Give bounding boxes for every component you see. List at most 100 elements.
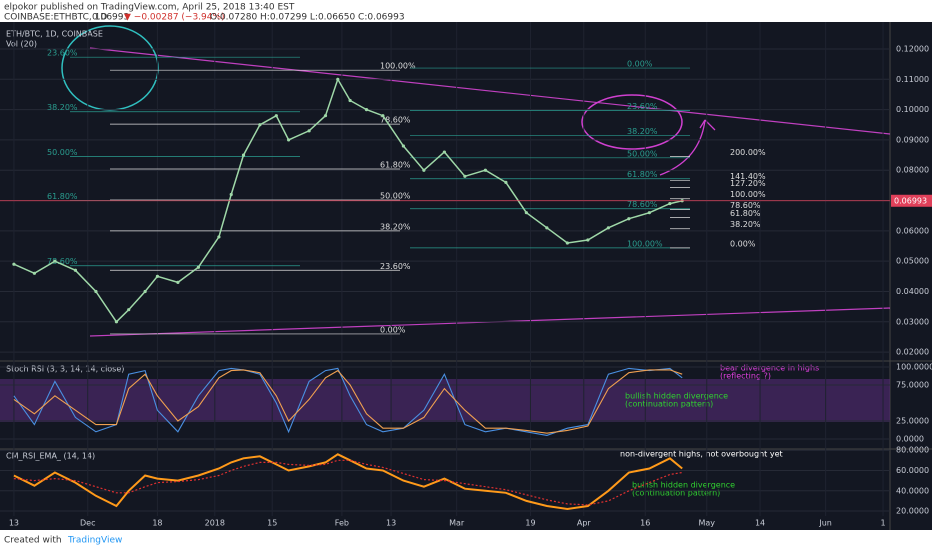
series-line [13,369,683,434]
x-tick-label: Jun [818,519,832,528]
fib-label: 61.80% [627,170,658,179]
series-line [13,453,683,511]
x-tick-label: 1 [880,519,885,528]
y-tick-label: 0.10000 [896,105,929,114]
price-point [586,238,590,242]
price-point [114,320,119,324]
fib-label: 50.00% [47,148,78,157]
fib-label: 78.60% [730,201,761,210]
price-point [143,289,147,294]
x-tick-label: 18 [152,519,162,528]
fib-label: 127.20% [730,179,766,188]
fib-label: 141.40% [730,172,766,181]
price: 0.06993 [92,13,129,23]
y-tick-label: 25.0000 [896,416,929,425]
price-point [229,192,233,197]
y-tick-label: 80.0000 [896,446,929,455]
y-tick-label: 75.0000 [896,380,929,389]
y-tick-label: 0.12000 [896,44,929,53]
fib-label: 78.60% [380,116,411,125]
series-line [13,459,683,506]
y-tick-label: 0.0000 [896,434,924,443]
fib-label: 0.00% [380,325,406,334]
price-point [73,268,78,272]
price-point [606,226,610,230]
y-tick-label: 0.02000 [896,348,929,357]
price-point [307,129,311,133]
circle-drawing [581,94,683,150]
y-tick-label: 0.08000 [896,166,929,175]
last-price-label: 0.06993 [894,196,927,205]
fib-label: 78.60% [47,257,78,266]
series-line [13,77,683,323]
x-tick-label: Mar [449,519,465,528]
fib-label: 0.00% [730,239,756,248]
fib-label: 78.60% [627,200,658,209]
price-point [545,226,549,230]
fib-label: 38.20% [47,103,78,112]
price-point [422,168,426,172]
price-point [196,265,201,269]
x-tick-label: 16 [640,519,650,528]
annotation: bullish hidden divergence [632,481,735,490]
annotation: bear divergence in highs [720,364,819,373]
price-point [463,174,467,178]
annotation: (continuation pattern) [625,400,713,409]
y-tick-label: 0.05000 [896,257,929,266]
price-point [32,271,37,275]
price-point [524,211,528,215]
price-point [94,289,98,294]
fib-label: 38.20% [380,222,411,231]
y-tick-label: 0.04000 [896,287,929,296]
price-point [323,114,328,118]
y-tick-label: 40.0000 [896,486,929,495]
x-tick-label: 19 [525,519,535,528]
price-point [274,114,278,118]
trend-line [89,47,891,135]
y-tick-label: 0.11000 [896,75,929,84]
y-tick-label: 100.0000 [896,362,932,371]
fib-label: 61.80% [380,161,411,170]
fib-label: 50.00% [627,149,658,158]
price-point [258,123,262,127]
price-point [483,168,487,172]
last-price-box [891,194,932,207]
fib-label: 100.00% [730,190,766,199]
change: ▼ −0.00287 (−3.94%) [124,13,225,23]
price-point [565,241,569,245]
price-point [668,201,672,206]
x-tick-label: Dec [80,519,95,528]
annotation: non-divergent highs, not overbought yet [620,450,783,459]
x-tick-label: Feb [335,519,349,528]
price-point [627,217,631,221]
annotation: (continuation pattern) [632,489,720,498]
price-point [364,108,369,112]
fib-label: 23.60% [47,49,78,58]
fib-label: 100.00% [380,62,416,71]
publisher: elpokor published on TradingView.com, Ap… [4,3,295,13]
price-point [504,180,508,184]
stoch-title: Stoch RSI (3, 3, 14, 14, close) [6,365,124,374]
price-point [348,98,352,103]
price-point [155,274,160,278]
price-point [241,153,246,157]
price-point [336,77,340,81]
chart-title: ETH/BTC, 1D, COINBASE [6,30,103,39]
fib-label: 50.00% [380,191,411,200]
price-point [217,235,221,239]
fib-label: 38.20% [730,220,761,229]
y-tick-label: 60.0000 [896,466,929,475]
y-tick-label: 0.03000 [896,317,929,326]
x-tick-label: 15 [267,519,277,528]
price-point [53,259,57,263]
price-point [442,150,446,154]
vol-label: Vol (20) [6,40,37,49]
price-point [176,280,180,284]
y-tick-label: 0.09000 [896,135,929,144]
price-point [287,138,291,142]
chart-bg [0,22,932,530]
x-tick-label: 14 [755,519,765,528]
y-tick-label: 0.06000 [896,226,929,235]
x-tick-label: 2018 [205,519,225,528]
fib-label: 100.00% [627,239,663,248]
